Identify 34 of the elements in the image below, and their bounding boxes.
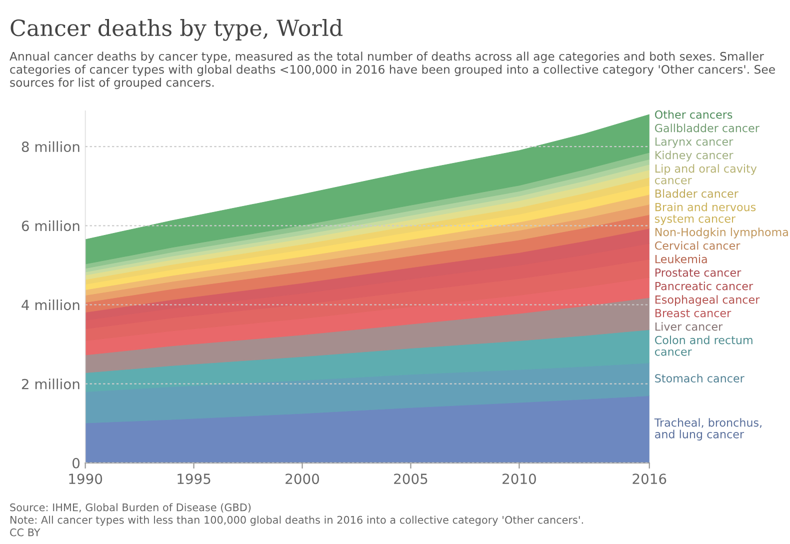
series-label: Other cancers <box>655 110 732 119</box>
chart-title: Cancer deaths by type, World <box>10 19 343 41</box>
series-label: Tracheal, bronchus, and lung cancer <box>654 418 762 441</box>
series-label: Lip and oral cavity cancer <box>654 164 757 184</box>
series-label: Kidney cancer <box>655 150 734 162</box>
text: Cervical cancer <box>655 241 740 250</box>
text: Pancreatic cancer <box>655 282 754 290</box>
x-tick-label: 1990 <box>69 474 102 484</box>
text: CC BY <box>10 528 40 536</box>
series-label: Brain and nervous system cancer <box>654 202 756 225</box>
x-tick-label: 2000 <box>286 474 320 484</box>
series-label: Larynx cancer <box>655 138 734 148</box>
series-label: Bladder cancer <box>655 189 738 198</box>
source-note: Source: IHME, Global Burden of Disease (GBD) <box>10 503 251 512</box>
y-tick-label: 2 million <box>22 378 80 390</box>
y-tick-label: 8 million <box>22 141 80 152</box>
series-label: Breast cancer <box>655 309 732 318</box>
y-tick-label: 0 <box>72 458 80 468</box>
series-label: Colon and rectum cancer <box>654 336 752 356</box>
text: Prostate cancer <box>655 268 742 277</box>
x-tick-label: 1995 <box>178 474 210 484</box>
text: Leukemia <box>655 254 707 264</box>
series-label: Esophageal cancer <box>655 295 760 306</box>
series-label: Gallbladder cancer <box>655 124 760 132</box>
x-tick-label: 2010 <box>502 474 536 484</box>
chart-subtitle: Annual cancer deaths by cancer type, measured as the total number of deaths across all age categories and both sexes. Smaller categories of cancer types with global deaths <100,000 in 2016 have been grouped into a collective category 'Other cancers'. See sources for list of grouped cancers. <box>10 52 775 90</box>
x-tick-label: 2016 <box>632 474 666 484</box>
y-tick-label: 6 million <box>22 220 80 232</box>
series-label: Stomach cancer <box>655 374 744 383</box>
series-label: Liver cancer <box>655 322 723 331</box>
text: Non-Hodgkin lymphoma <box>655 228 788 238</box>
x-tick-label: 2005 <box>394 474 428 484</box>
text: Note: All cancer types with less than 100,000 global deaths in 2016 into a collective category 'Other cancers'. <box>10 516 583 526</box>
y-tick-label: 4 million <box>22 299 80 310</box>
